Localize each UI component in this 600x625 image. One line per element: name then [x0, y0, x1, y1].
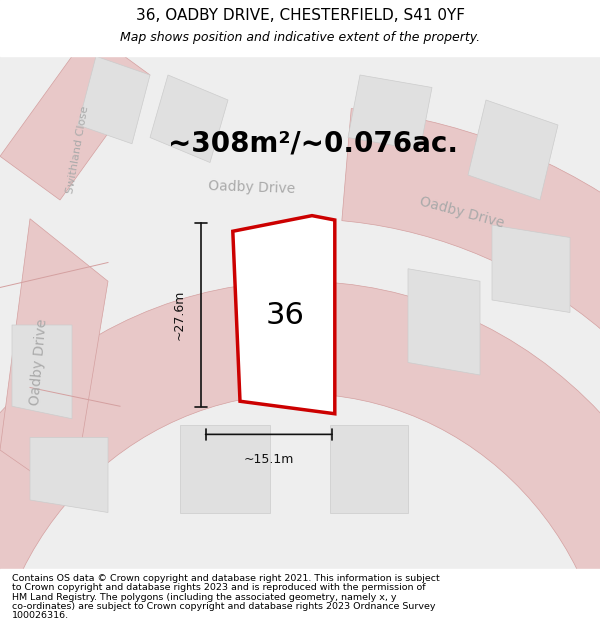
- Text: HM Land Registry. The polygons (including the associated geometry, namely x, y: HM Land Registry. The polygons (includin…: [12, 592, 397, 601]
- Polygon shape: [78, 56, 150, 144]
- Polygon shape: [249, 250, 315, 375]
- Polygon shape: [330, 425, 408, 512]
- Polygon shape: [0, 31, 150, 200]
- Text: co-ordinates) are subject to Crown copyright and database rights 2023 Ordnance S: co-ordinates) are subject to Crown copyr…: [12, 602, 436, 611]
- Text: ~308m²/~0.076ac.: ~308m²/~0.076ac.: [168, 130, 458, 158]
- Text: ~15.1m: ~15.1m: [244, 453, 294, 466]
- Text: Swithland Close: Swithland Close: [65, 106, 91, 194]
- Text: ~27.6m: ~27.6m: [173, 289, 186, 340]
- Text: 100026316.: 100026316.: [12, 611, 69, 620]
- Polygon shape: [348, 75, 432, 150]
- Text: 36: 36: [266, 301, 304, 330]
- Polygon shape: [342, 109, 600, 508]
- Polygon shape: [233, 216, 335, 414]
- Polygon shape: [492, 225, 570, 312]
- Bar: [0, 569, 600, 625]
- Polygon shape: [408, 269, 480, 375]
- Bar: [0, 0, 600, 56]
- Bar: [0, 56, 600, 569]
- Polygon shape: [180, 425, 270, 512]
- Text: Oadby Drive: Oadby Drive: [28, 319, 50, 406]
- Polygon shape: [30, 438, 108, 512]
- Polygon shape: [12, 325, 72, 419]
- Polygon shape: [0, 219, 108, 500]
- Polygon shape: [0, 281, 600, 608]
- Text: Oadby Drive: Oadby Drive: [418, 194, 506, 231]
- Text: Map shows position and indicative extent of the property.: Map shows position and indicative extent…: [120, 31, 480, 44]
- Text: 36, OADBY DRIVE, CHESTERFIELD, S41 0YF: 36, OADBY DRIVE, CHESTERFIELD, S41 0YF: [136, 8, 464, 23]
- Polygon shape: [150, 75, 228, 162]
- Polygon shape: [468, 100, 558, 200]
- Text: Oadby Drive: Oadby Drive: [208, 179, 296, 196]
- Text: Contains OS data © Crown copyright and database right 2021. This information is : Contains OS data © Crown copyright and d…: [12, 574, 440, 582]
- Text: to Crown copyright and database rights 2023 and is reproduced with the permissio: to Crown copyright and database rights 2…: [12, 583, 425, 592]
